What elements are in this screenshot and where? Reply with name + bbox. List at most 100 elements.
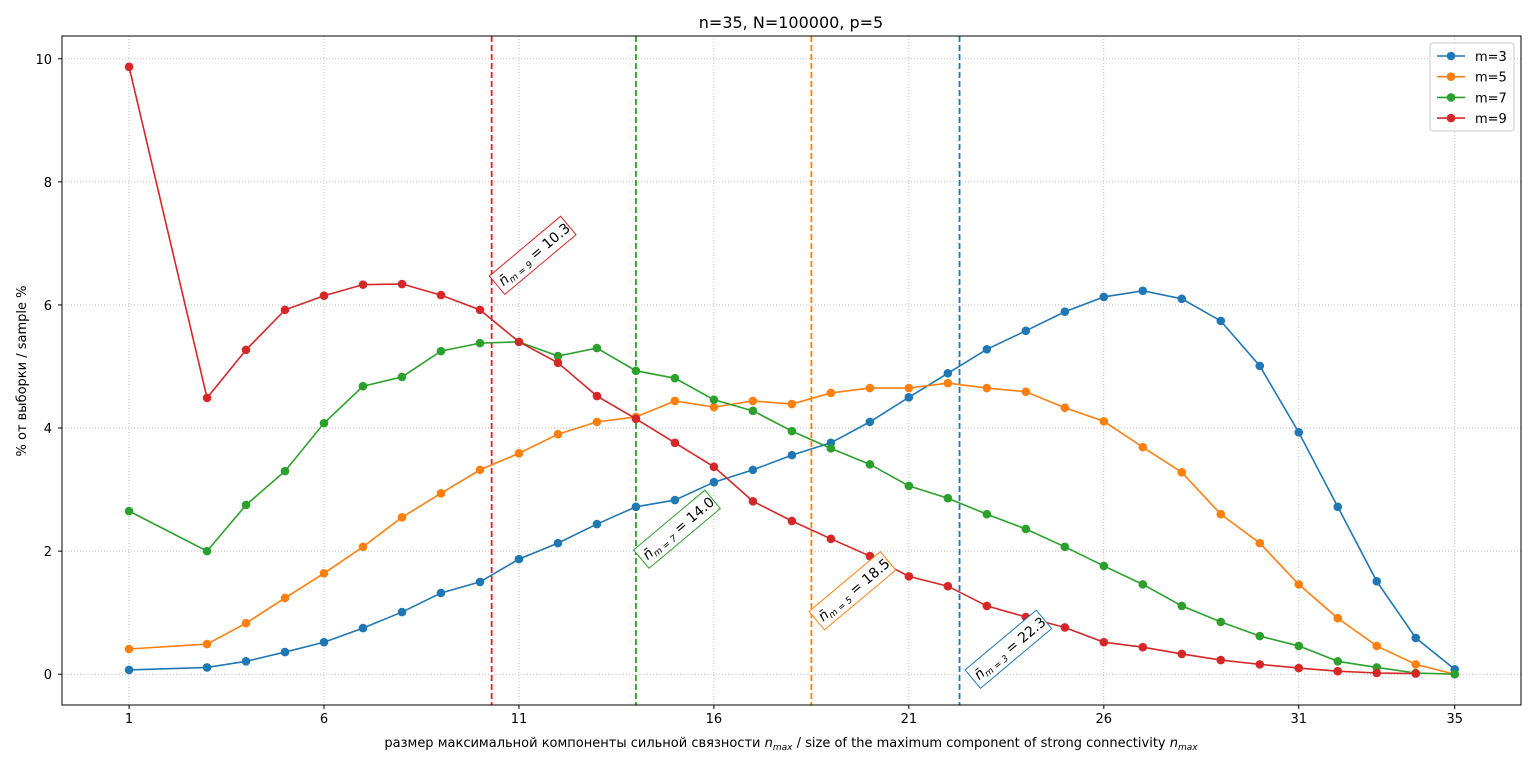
data-point-m=7 (319, 418, 329, 428)
x-tick-label: 6 (320, 712, 328, 727)
data-point-m=5 (1138, 442, 1148, 452)
data-point-m=3 (748, 465, 758, 475)
data-point-m=9 (358, 280, 368, 289)
data-point-m=7 (631, 366, 641, 376)
grid (62, 36, 1521, 705)
data-point-m=3 (1294, 428, 1304, 437)
data-point-m=7 (475, 338, 485, 348)
data-point-m=9 (904, 572, 914, 581)
data-point-m=7 (709, 395, 719, 405)
data-point-m=5 (436, 488, 446, 498)
series-line-m=9 (128, 66, 1416, 675)
y-tick-label: 4 (44, 422, 52, 437)
data-point-m=9 (631, 414, 641, 424)
data-point-m=5 (592, 417, 602, 427)
data-point-m=7 (436, 346, 446, 356)
legend-marker-m=9 (1446, 113, 1456, 123)
data-point-m=5 (319, 568, 329, 578)
data-point-m=3 (631, 502, 641, 512)
data-point-m=5 (1255, 538, 1265, 548)
legend-label-m=3: m=3 (1475, 50, 1507, 65)
data-point-m=5 (1021, 387, 1031, 397)
data-point-m=3 (670, 495, 680, 505)
data-point-m=3 (1411, 633, 1421, 643)
data-point-m=5 (241, 618, 251, 628)
data-point-m=5 (1411, 660, 1421, 669)
data-point-m=7 (1450, 669, 1460, 679)
annotation-box (808, 550, 897, 631)
data-point-m=5 (1294, 580, 1304, 589)
data-point-m=7 (280, 466, 290, 476)
data-point-m=9 (319, 291, 329, 301)
data-point-m=7 (397, 372, 407, 382)
data-point-m=9 (124, 62, 134, 72)
x-axis-label: размер максимальной компоненты сильной с… (384, 736, 1198, 753)
series-line-m=3 (129, 289, 1456, 671)
data-point-m=5 (553, 429, 563, 439)
data-point-m=9 (1372, 668, 1382, 678)
data-point-m=9 (280, 305, 290, 315)
data-point-m=3 (202, 663, 212, 672)
data-point-m=3 (319, 637, 329, 647)
annotation-text: n̄m = 9 = 10.3 (496, 220, 575, 291)
data-point-m=5 (358, 542, 368, 552)
data-point-m=9 (1294, 663, 1304, 673)
data-point-m=9 (943, 581, 953, 591)
data-point-m=5 (748, 396, 758, 406)
data-point-m=3 (280, 647, 290, 657)
data-point-m=5 (865, 383, 875, 393)
data-point-m=9 (475, 305, 485, 315)
data-point-m=5 (1060, 403, 1070, 413)
data-point-m=9 (982, 601, 992, 611)
data-point-m=9 (553, 358, 563, 368)
data-point-m=5 (982, 383, 992, 393)
legend: m=3 m=5 m=7 m=9 (1429, 42, 1515, 132)
data-point-m=7 (943, 493, 953, 503)
data-point-m=7 (592, 343, 602, 353)
data-point-m=5 (1099, 416, 1109, 426)
data-point-m=7 (124, 506, 134, 516)
data-point-m=7 (1060, 542, 1070, 552)
data-point-m=9 (709, 462, 719, 472)
data-point-m=7 (1177, 601, 1187, 611)
data-point-m=5 (1372, 641, 1382, 651)
data-point-m=5 (280, 593, 290, 603)
series-line-m=5 (129, 382, 1455, 676)
legend-marker-m=7 (1446, 93, 1456, 102)
plot-frame (61, 35, 1522, 706)
data-point-m=7 (904, 481, 914, 491)
data-point-m=5 (904, 383, 914, 393)
data-point-m=7 (982, 509, 992, 519)
data-point-m=5 (709, 402, 719, 412)
annotation-m=3: n̄m = 3 = 22.3 (964, 609, 1053, 690)
legend-box (1429, 42, 1515, 132)
annotation-text: n̄m = 7 = 14.0 (640, 494, 719, 565)
annotation-box (964, 609, 1053, 690)
x-tick-label: 16 (706, 712, 723, 727)
data-point-m=3 (1021, 326, 1031, 336)
data-point-m=3 (904, 392, 914, 402)
data-point-m=9 (1177, 649, 1187, 659)
data-point-m=9 (514, 337, 524, 347)
annotation-m=9: n̄m = 9 = 10.3 (488, 215, 577, 296)
data-point-m=5 (475, 465, 485, 475)
legend-label-m=7: m=7 (1475, 91, 1507, 106)
data-point-m=3 (124, 665, 134, 675)
data-point-m=9 (670, 438, 680, 448)
y-tick-label: 6 (44, 299, 52, 314)
data-point-m=3 (1138, 286, 1148, 296)
data-point-m=5 (1333, 613, 1343, 623)
x-tick-label: 1 (125, 712, 133, 727)
data-point-m=9 (202, 393, 212, 403)
data-point-m=9 (748, 496, 758, 506)
data-point-m=9 (1216, 655, 1226, 665)
data-point-m=7 (553, 351, 563, 361)
data-point-m=5 (124, 644, 134, 654)
annotation-box (632, 489, 722, 570)
data-point-m=5 (1216, 509, 1226, 519)
data-point-m=3 (943, 368, 953, 378)
data-point-m=9 (436, 290, 446, 300)
legend-marker-m=3 (1446, 51, 1456, 61)
data-point-m=5 (943, 378, 953, 388)
